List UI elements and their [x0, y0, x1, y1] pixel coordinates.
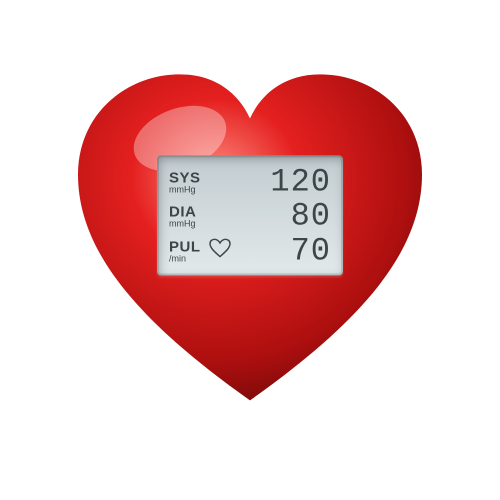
lcd-display: SYS mmHg 120 DIA mmHg 80 PUL /min — [157, 156, 343, 276]
reading-labels: DIA mmHg — [169, 205, 196, 229]
reading-labels: SYS mmHg — [169, 171, 201, 195]
reading-row-pul: PUL /min 70 — [169, 234, 331, 268]
sys-value: 120 — [259, 167, 331, 199]
dia-unit: mmHg — [169, 220, 196, 229]
sys-label: SYS — [169, 171, 201, 186]
heart-illustration: SYS mmHg 120 DIA mmHg 80 PUL /min — [60, 52, 440, 432]
reading-row-dia: DIA mmHg 80 — [169, 200, 331, 234]
pul-value: 70 — [259, 235, 331, 267]
pul-label: PUL — [169, 239, 201, 254]
heartbeat-icon — [209, 238, 231, 263]
dia-value: 80 — [259, 201, 331, 233]
dia-label: DIA — [169, 205, 196, 220]
pul-unit: /min — [169, 254, 201, 263]
reading-row-sys: SYS mmHg 120 — [169, 166, 331, 200]
sys-unit: mmHg — [169, 186, 201, 195]
reading-labels: PUL /min — [169, 238, 231, 263]
